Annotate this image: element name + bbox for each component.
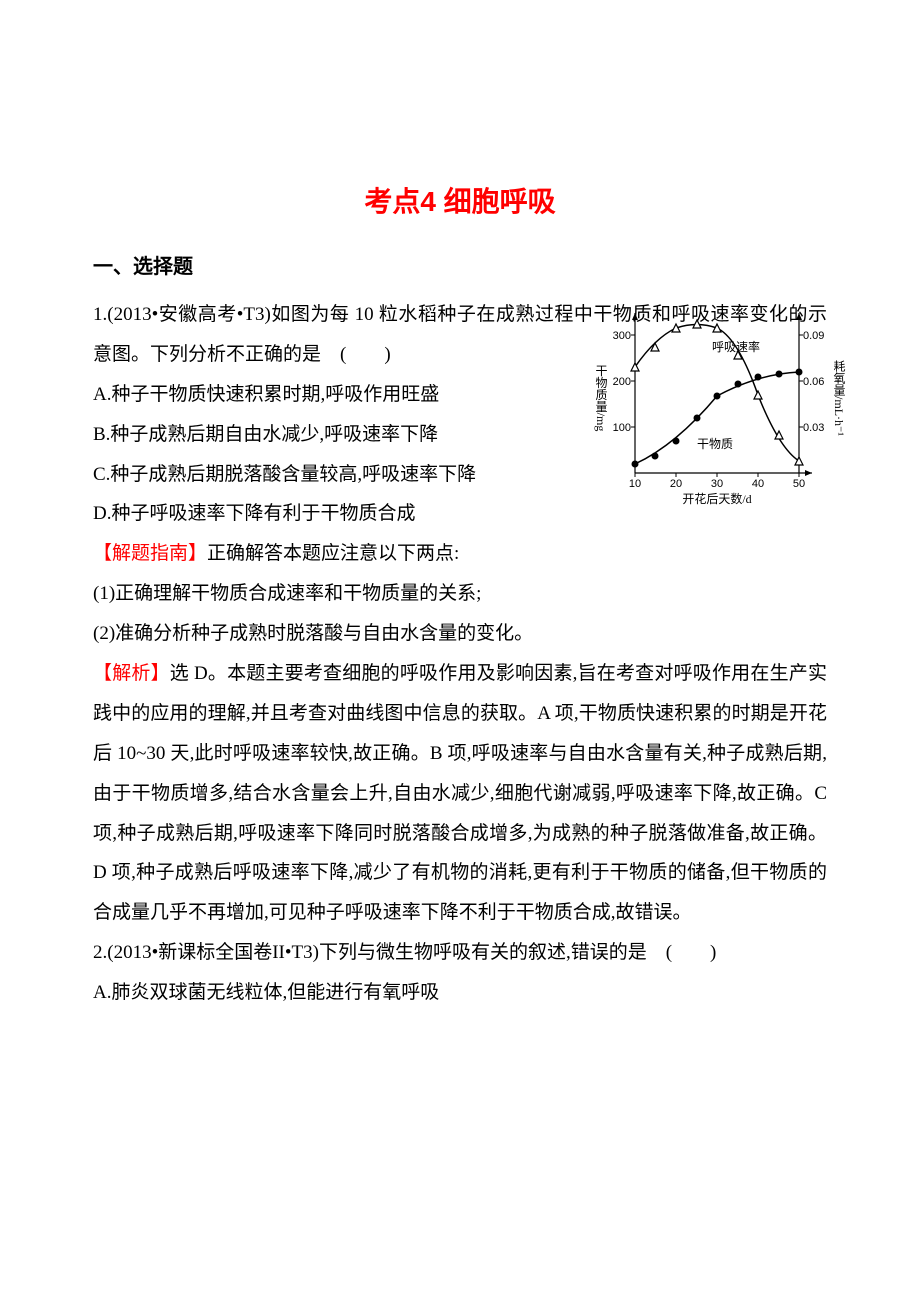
question-1: 10 20 30 40 50 100 200 300 0.03 0.06 0.0… <box>93 295 827 933</box>
section-header: 一、选择题 <box>93 250 827 279</box>
guide-text: 正确解答本题应注意以下两点: <box>207 543 459 564</box>
chart-svg: 10 20 30 40 50 100 200 300 0.03 0.06 0.0… <box>587 303 847 513</box>
chart-seed-respiration: 10 20 30 40 50 100 200 300 0.03 0.06 0.0… <box>587 303 847 513</box>
q1-guide-2: (2)准确分析种子成熟时脱落酸与自由水含量的变化。 <box>93 614 827 654</box>
xtick-10: 10 <box>629 478 641 490</box>
q1-option-d: D.种子呼吸速率下降有利于干物质合成 <box>93 494 567 534</box>
q2-stem: 2.(2013•新课标全国卷II•T3)下列与微生物呼吸有关的叙述,错误的是 (… <box>93 933 827 973</box>
label-respiration: 呼吸速率 <box>712 339 760 354</box>
yrtick-006: 0.06 <box>803 376 824 388</box>
xtick-30: 30 <box>711 478 723 490</box>
q1-guide-1: (1)正确理解干物质合成速率和干物质量的关系; <box>93 574 827 614</box>
xtick-20: 20 <box>670 478 682 490</box>
yltick-200: 200 <box>613 376 631 388</box>
xtick-50: 50 <box>793 478 805 490</box>
y-left-label: 干物质量/mg <box>594 365 608 432</box>
xtick-40: 40 <box>752 478 764 490</box>
analysis-label: 【解析】 <box>93 663 170 684</box>
q2-option-a: A.肺炎双球菌无线粒体,但能进行有氧呼吸 <box>93 973 827 1013</box>
yrtick-003: 0.03 <box>803 422 824 434</box>
x-axis-label: 开花后天数/d <box>682 491 751 506</box>
q1-analysis: 【解析】选 D。本题主要考查细胞的呼吸作用及影响因素,旨在考查对呼吸作用在生产实… <box>93 654 827 933</box>
guide-label: 【解题指南】 <box>93 543 207 564</box>
yltick-100: 100 <box>613 422 631 434</box>
label-drymatter: 干物质 <box>697 437 733 451</box>
yrtick-009: 0.09 <box>803 330 824 342</box>
q1-guide: 【解题指南】正确解答本题应注意以下两点: <box>93 534 827 574</box>
question-2: 2.(2013•新课标全国卷II•T3)下列与微生物呼吸有关的叙述,错误的是 (… <box>93 933 827 1013</box>
q1-option-b: B.种子成熟后期自由水减少,呼吸速率下降 <box>93 415 567 455</box>
q1-option-c: C.种子成熟后期脱落酸含量较高,呼吸速率下降 <box>93 455 567 495</box>
q1-option-a: A.种子干物质快速积累时期,呼吸作用旺盛 <box>93 375 567 415</box>
yltick-300: 300 <box>613 330 631 342</box>
drymatter-markers <box>632 369 803 468</box>
page-title: 考点4 细胞呼吸 <box>93 180 827 220</box>
analysis-text: 选 D。本题主要考查细胞的呼吸作用及影响因素,旨在考查对呼吸作用在生产实践中的应… <box>93 663 827 923</box>
y-right-label: 耗氧量/mL·h⁻¹ <box>832 360 846 437</box>
